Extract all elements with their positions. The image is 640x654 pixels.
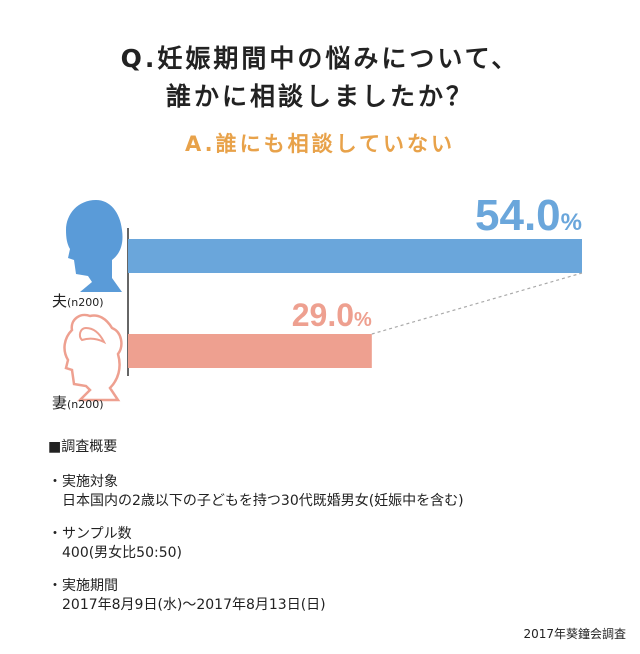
- answer-title: A.誰にも相談していない: [185, 132, 455, 156]
- bar-husband: [128, 239, 582, 273]
- bar-chart: 54.0% 29.0%: [63, 191, 583, 402]
- survey-item-label: ・実施期間: [48, 578, 118, 594]
- data-label-wife-number: 29.0: [292, 297, 354, 333]
- category-label-husband-n: (n200): [67, 296, 104, 309]
- survey-item-label: ・実施対象: [48, 474, 118, 490]
- category-label-husband: 夫(n200): [52, 290, 104, 311]
- husband-profile-icon: [66, 200, 123, 292]
- survey-item-value: 日本国内の2歳以下の子どもを持つ30代既婚男女(妊娠中を含む): [62, 493, 464, 509]
- category-label-wife-main: 妻: [52, 394, 68, 412]
- source-note: 2017年葵鐘会調査: [523, 627, 626, 641]
- question-line-2: 誰かに相談しましたか？: [165, 82, 474, 111]
- survey-item-label: ・サンプル数: [48, 526, 132, 542]
- category-label-wife-n: (n200): [67, 398, 104, 411]
- data-label-husband-number: 54.0: [475, 191, 561, 240]
- survey-item-value: 2017年8月9日(水)～2017年8月13日(日): [62, 597, 326, 613]
- survey-item-value: 400(男女比50:50): [62, 545, 182, 561]
- category-label-husband-main: 夫: [52, 292, 68, 310]
- survey-item-target: ・実施対象 日本国内の2歳以下の子どもを持つ30代既婚男女(妊娠中を含む): [48, 473, 608, 511]
- bar-wife: [128, 334, 372, 368]
- data-label-wife: 29.0%: [292, 297, 372, 333]
- question-title: Q.妊娠期間中の悩みについて、 誰かに相談しましたか？: [0, 40, 640, 116]
- wife-profile-icon: [63, 313, 123, 402]
- survey-heading: ■調査概要: [48, 439, 118, 455]
- survey-item-period: ・実施期間 2017年8月9日(水)～2017年8月13日(日): [48, 577, 608, 615]
- data-label-wife-unit: %: [354, 309, 372, 331]
- question-line-1: Q.妊娠期間中の悩みについて、: [120, 44, 520, 73]
- data-label-husband: 54.0%: [475, 191, 582, 240]
- survey-item-sample: ・サンプル数 400(男女比50:50): [48, 525, 608, 563]
- survey-summary: ■調査概要 ・実施対象 日本国内の2歳以下の子どもを持つ30代既婚男女(妊娠中を…: [48, 438, 608, 629]
- category-label-wife: 妻(n200): [52, 392, 104, 413]
- comparison-guide-line: [371, 272, 583, 335]
- data-label-husband-unit: %: [561, 209, 582, 236]
